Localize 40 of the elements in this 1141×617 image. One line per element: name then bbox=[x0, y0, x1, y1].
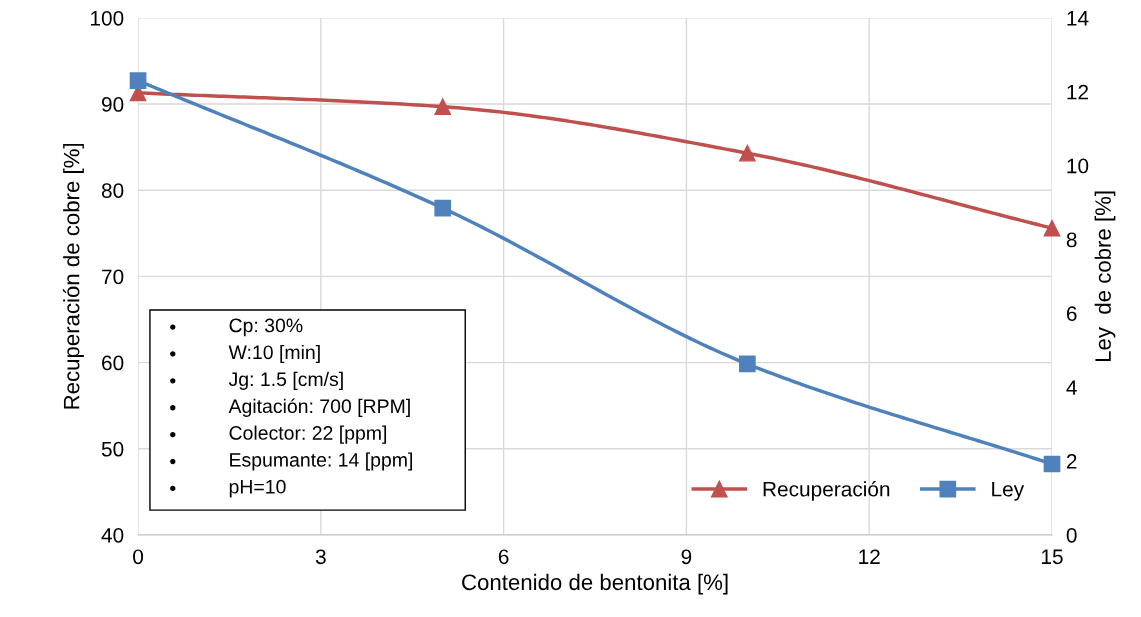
x-tick-label: 15 bbox=[1042, 549, 1063, 565]
point bbox=[1043, 455, 1061, 473]
y2-axis-title: Ley de cobre [%] bbox=[1094, 191, 1116, 362]
y2-tick-label: 10 bbox=[1067, 158, 1089, 174]
annotation: Cp: 30% bbox=[229, 318, 303, 337]
y2-tick-label: 4 bbox=[1066, 380, 1077, 395]
y2-tick-label: 14 bbox=[1067, 11, 1089, 26]
y-tick-label: 50 bbox=[101, 441, 124, 457]
x-tick-label: 3 bbox=[315, 549, 326, 565]
annotation: Colector: 22 [ppm] bbox=[229, 425, 387, 444]
x-tick-label: 0 bbox=[133, 549, 144, 565]
x-tick-label: 12 bbox=[859, 549, 880, 564]
annotation: Espumante: 14 [ppm] bbox=[230, 452, 412, 471]
x-tick-label: 6 bbox=[498, 549, 509, 565]
y-tick-label: 40 bbox=[101, 527, 124, 543]
point bbox=[739, 144, 756, 162]
y-tick-label: 90 bbox=[101, 97, 124, 112]
point bbox=[434, 98, 452, 115]
point bbox=[434, 199, 452, 217]
y2-tick-label: 0 bbox=[1066, 527, 1077, 543]
x-tick-label: 9 bbox=[681, 549, 692, 565]
y2-tick-label: 2 bbox=[1066, 454, 1077, 469]
y2-tick-label: 8 bbox=[1066, 232, 1077, 248]
legend-label: Recuperación bbox=[763, 481, 890, 501]
y-tick-label: 60 bbox=[102, 355, 124, 371]
y-tick-label: 100 bbox=[91, 10, 124, 26]
legend-label: Ley bbox=[992, 482, 1025, 501]
point bbox=[1043, 219, 1061, 237]
annotation: W:10 [min] bbox=[228, 344, 320, 364]
y-tick-label: 80 bbox=[101, 183, 124, 198]
annotation: pH=10 bbox=[229, 479, 286, 498]
y-axis-title: Recuperación de cobre [%] bbox=[62, 143, 84, 409]
y2-tick-label: 6 bbox=[1066, 306, 1077, 322]
point bbox=[129, 72, 147, 90]
annotation: Agitación: 700 [RPM] bbox=[228, 398, 410, 417]
annotation: Jg: 1.5 [cm/s] bbox=[228, 371, 343, 390]
x-axis-title: Contenido de bentonita [%] bbox=[462, 573, 728, 595]
point bbox=[739, 355, 756, 373]
y2-tick-label: 12 bbox=[1067, 84, 1089, 100]
y-tick-label: 70 bbox=[102, 269, 124, 285]
